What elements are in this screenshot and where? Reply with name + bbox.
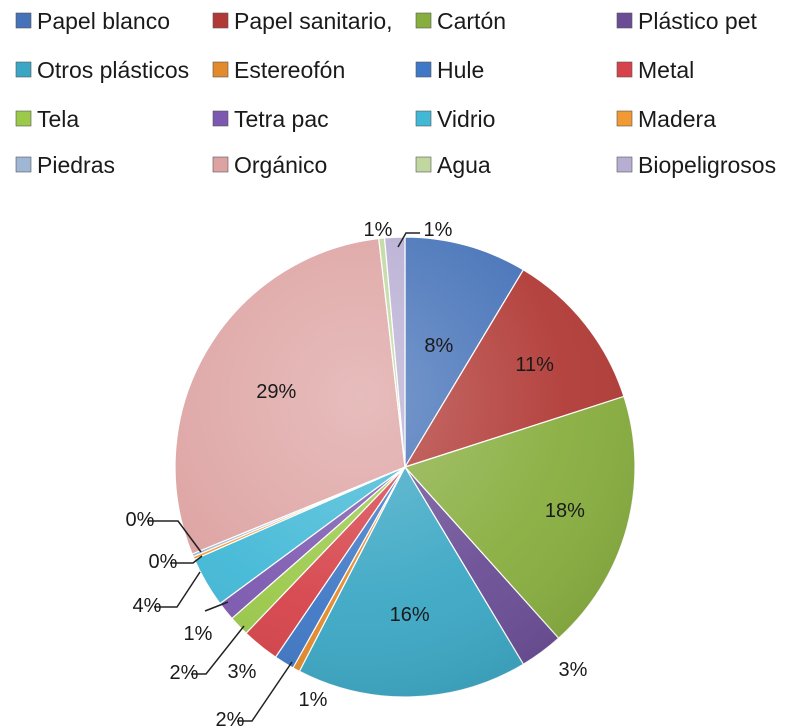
legend-label-madera: Madera xyxy=(638,106,716,132)
legend-swatch-metal xyxy=(616,61,633,78)
legend-label-vidrio: Vidrio xyxy=(437,106,495,132)
leader-line-tela xyxy=(191,625,245,675)
legend-label-agua: Agua xyxy=(437,152,491,178)
legend-label-organico: Orgánico xyxy=(234,152,327,178)
leader-lines xyxy=(147,232,420,722)
legend-swatch-otros-plasticos xyxy=(15,61,32,78)
data-label-madera: 0% xyxy=(126,509,155,531)
legend-label-carton: Cartón xyxy=(437,8,506,34)
data-label-vidrio: 4% xyxy=(133,595,162,617)
data-label-carton: 18% xyxy=(545,500,585,522)
pie-slices xyxy=(174,236,636,698)
leader-line-hule xyxy=(237,661,293,722)
data-label-estereofon: 1% xyxy=(299,689,328,711)
legend-swatch-madera xyxy=(616,110,633,127)
leader-line-piedras xyxy=(170,555,203,564)
legend-swatch-agua xyxy=(415,156,432,173)
legend-label-plastico-pet: Plástico pet xyxy=(638,8,758,34)
data-label-metal: 3% xyxy=(228,661,257,683)
data-label-tela: 2% xyxy=(170,662,199,684)
legend-swatch-papel-blanco xyxy=(15,12,32,29)
legend-label-tela: Tela xyxy=(37,106,79,132)
leader-line-tetra-pac xyxy=(204,601,229,612)
legend-swatch-estereofon xyxy=(212,61,229,78)
legend-label-tetra-pac: Tetra pac xyxy=(234,106,329,132)
legend-swatch-vidrio xyxy=(415,110,432,127)
leader-line-biopeligrosos xyxy=(397,232,420,248)
data-labels: 8% 11% 18% 3% 16% 1% 2% 3% 2% 1% 4% 0% 0% 29% 1% 1% xyxy=(126,219,588,727)
legend-label-papel-sanitario: Papel sanitario, xyxy=(234,8,393,34)
data-label-agua: 1% xyxy=(364,219,393,241)
legend-swatch-organico xyxy=(212,156,229,173)
data-label-plastico-pet: 3% xyxy=(559,659,588,681)
legend-swatch-piedras xyxy=(15,156,32,173)
data-label-piedras: 0% xyxy=(149,551,178,573)
legend-label-piedras: Piedras xyxy=(37,152,115,178)
legend-label-estereofon: Estereofón xyxy=(234,57,345,83)
legend-label-papel-blanco: Papel blanco xyxy=(37,8,170,34)
data-label-organico: 29% xyxy=(256,381,296,403)
legend-swatch-papel-sanitario xyxy=(212,12,229,29)
legend-swatch-tela xyxy=(15,110,32,127)
legend-swatch-tetra-pac xyxy=(212,110,229,127)
leader-line-madera xyxy=(147,520,202,553)
legend-swatch-carton xyxy=(415,12,432,29)
data-label-biopeligrosos: 1% xyxy=(424,219,453,241)
data-label-papel-blanco: 8% xyxy=(424,335,453,357)
data-label-papel-sanitario: 11% xyxy=(515,354,554,376)
data-label-tetra-pac: 1% xyxy=(184,623,213,645)
data-label-otros-plasticos: 16% xyxy=(390,604,430,626)
legend-swatch-biopeligrosos xyxy=(616,156,633,173)
data-label-hule: 2% xyxy=(216,709,245,727)
legend-label-biopeligrosos: Biopeligrosos xyxy=(638,152,776,178)
leader-line-vidrio xyxy=(154,571,201,608)
legend-swatch-hule xyxy=(415,61,432,78)
legend-label-otros-plasticos: Otros plásticos xyxy=(37,57,189,83)
chart-legend: Papel blanco Papel sanitario, Cartón Plásti… xyxy=(15,8,776,178)
legend-swatch-plastico-pet xyxy=(616,12,633,29)
legend-label-hule: Hule xyxy=(437,57,484,83)
legend-label-metal: Metal xyxy=(638,57,694,83)
